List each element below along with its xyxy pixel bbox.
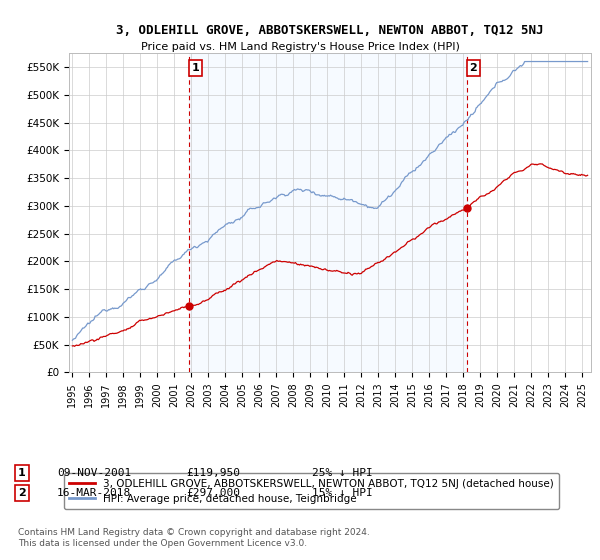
Text: 16-MAR-2018: 16-MAR-2018 [57, 488, 131, 498]
Text: 1: 1 [191, 63, 199, 73]
Text: Contains HM Land Registry data © Crown copyright and database right 2024.
This d: Contains HM Land Registry data © Crown c… [18, 528, 370, 548]
Text: 2: 2 [470, 63, 478, 73]
Text: 1: 1 [18, 468, 26, 478]
Text: £297,000: £297,000 [186, 488, 240, 498]
Text: 25% ↓ HPI: 25% ↓ HPI [312, 468, 373, 478]
Bar [189, 53, 467, 372]
Text: 09-NOV-2001: 09-NOV-2001 [57, 468, 131, 478]
Text: 15% ↓ HPI: 15% ↓ HPI [312, 488, 373, 498]
Text: 2: 2 [18, 488, 26, 498]
Text: Price paid vs. HM Land Registry's House Price Index (HPI): Price paid vs. HM Land Registry's House … [140, 42, 460, 52]
Text: £119,950: £119,950 [186, 468, 240, 478]
Legend: 3, ODLEHILL GROVE, ABBOTSKERSWELL, NEWTON ABBOT, TQ12 5NJ (detached house), HPI:: 3, ODLEHILL GROVE, ABBOTSKERSWELL, NEWTO… [64, 473, 559, 509]
Title: 3, ODLEHILL GROVE, ABBOTSKERSWELL, NEWTON ABBOT, TQ12 5NJ: 3, ODLEHILL GROVE, ABBOTSKERSWELL, NEWTO… [116, 24, 544, 37]
